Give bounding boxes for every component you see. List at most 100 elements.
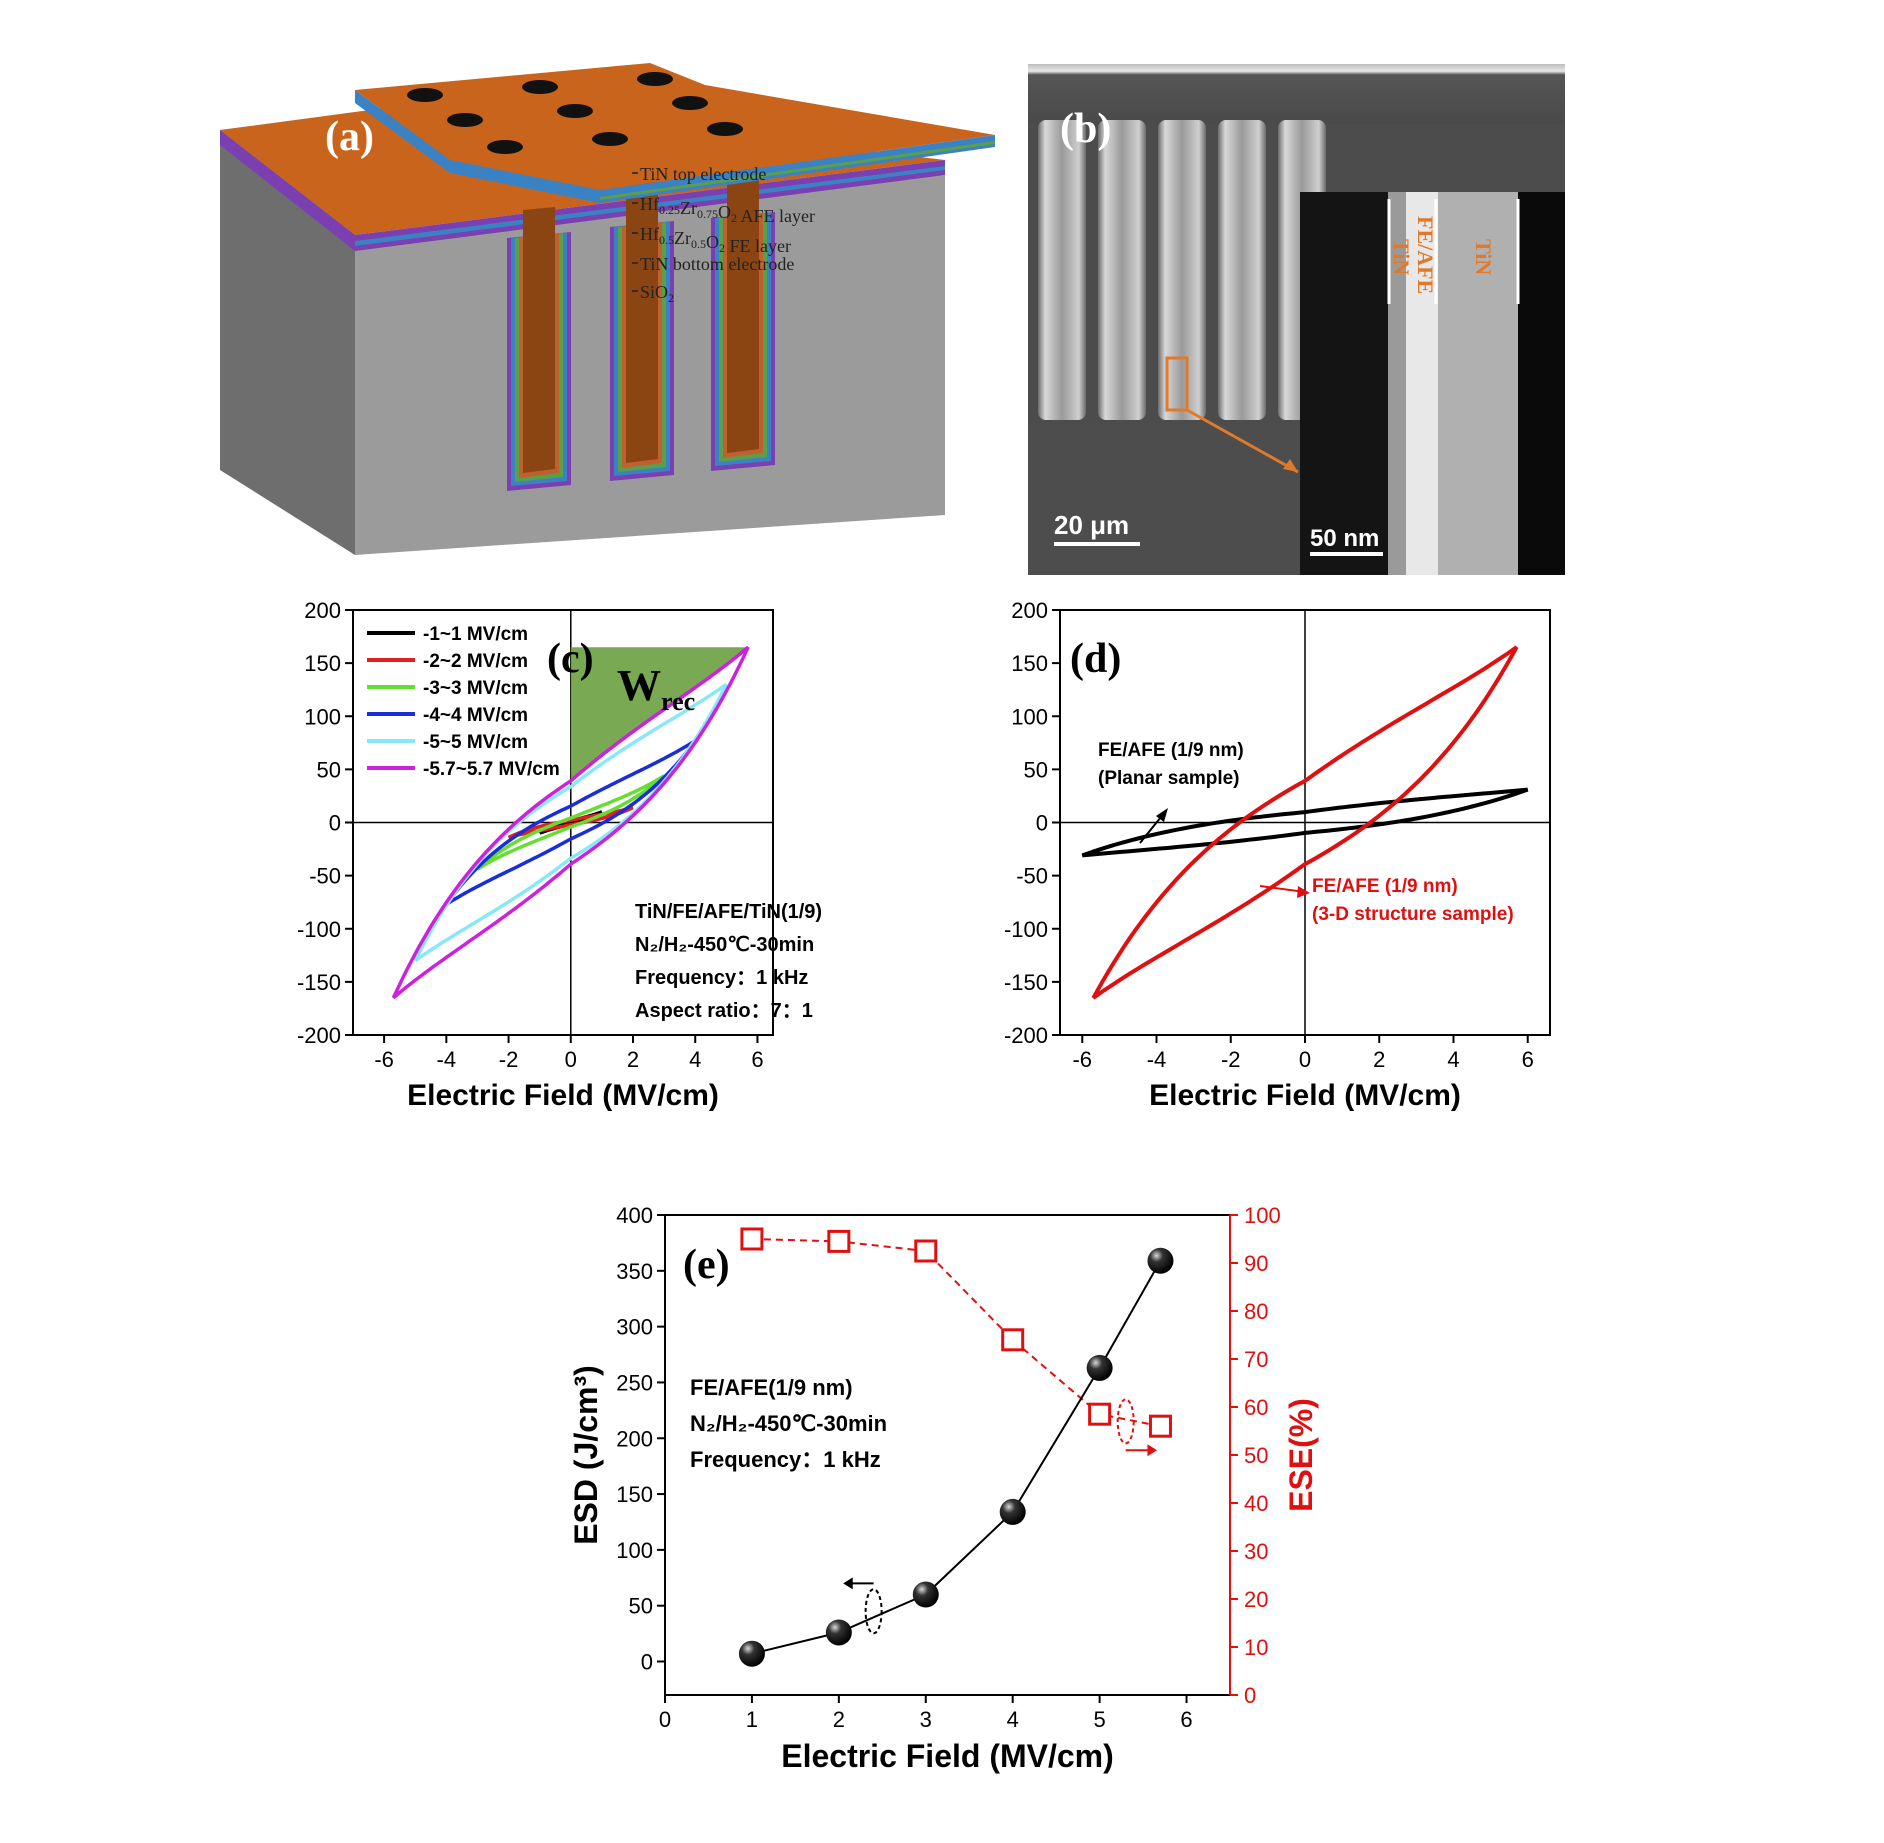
ese-point bbox=[827, 1229, 851, 1253]
esd-axis-arrow-head bbox=[843, 1577, 853, 1590]
y-tick-label: 150 bbox=[616, 1482, 653, 1507]
y-axis-label: ESD (J/cm³) bbox=[568, 1365, 604, 1545]
esd-point bbox=[1086, 1354, 1113, 1381]
info-line-1: N₂/H₂-450℃-30min bbox=[635, 934, 814, 956]
y-tick-label: 250 bbox=[616, 1370, 653, 1395]
chart-d: -6 -4 -2 0 2 4 6 -200 -150 -100 -50 0 50 100 150 200 Ele… bbox=[1004, 598, 1551, 1112]
pe-loop-0 bbox=[1081, 787, 1529, 858]
x-tick-label: 4 bbox=[1007, 1707, 1019, 1732]
y-tick-label: 350 bbox=[616, 1259, 653, 1284]
trench-capacitor-schematic: (a) TiN top electrode Hf0.25Zr0.75O2 AFE … bbox=[220, 63, 995, 555]
y-tick-label: -200 bbox=[297, 1023, 341, 1048]
x-tick-label: 4 bbox=[689, 1047, 701, 1072]
y-tick-label: 50 bbox=[629, 1594, 653, 1619]
highlight-box bbox=[1165, 356, 1189, 412]
legend-label-4: -5~5 MV/cm bbox=[423, 732, 528, 753]
esd-point bbox=[825, 1619, 852, 1646]
y2-tick-label: 50 bbox=[1244, 1443, 1268, 1468]
y-tick-label: -50 bbox=[1016, 864, 1048, 889]
panel-a: (a) TiN top electrode Hf0.25Zr0.75O2 AFE … bbox=[215, 55, 1045, 575]
x-tick-label: 6 bbox=[751, 1047, 763, 1072]
ese-point bbox=[740, 1227, 764, 1251]
layer-legend: TiN top electrode Hf0.25Zr0.75O2 AFE laye… bbox=[632, 164, 815, 305]
threed-arrow bbox=[1259, 885, 1306, 893]
ese-point bbox=[1001, 1328, 1025, 1352]
y2-tick-label: 0 bbox=[1244, 1683, 1256, 1708]
esd-axis-indicator bbox=[864, 1588, 883, 1635]
x-tick-label: 3 bbox=[920, 1707, 932, 1732]
inset-scale-label: 50 nm bbox=[1310, 525, 1379, 552]
planar-annotation-0: FE/AFE (1/9 nm) bbox=[1098, 740, 1244, 761]
layer-label-3: TiN bottom electrode bbox=[640, 254, 794, 274]
y-tick-label: -150 bbox=[297, 970, 341, 995]
panel-b: TiN FE/AFE TiN 50 nm 20 μm (b) bbox=[1028, 64, 1565, 575]
y-tick-label: -200 bbox=[1004, 1023, 1048, 1048]
panel-e: 0 1 2 3 4 5 6 0 50 100 150 200 250 300 350 400 0 10 20 30 40… bbox=[555, 1190, 1335, 1820]
x-tick-label: 0 bbox=[659, 1707, 671, 1732]
top-electrode-slab bbox=[355, 63, 995, 190]
threed-arrow-head bbox=[1297, 886, 1310, 898]
x-tick-label: -2 bbox=[1221, 1047, 1241, 1072]
x-tick-label: 6 bbox=[1180, 1707, 1192, 1732]
legend-label-0: -1~1 MV/cm bbox=[423, 624, 528, 645]
x-tick-label: 2 bbox=[1373, 1047, 1385, 1072]
y2-tick-label: 60 bbox=[1244, 1395, 1268, 1420]
pillar bbox=[1098, 120, 1146, 420]
planar-annotation-1: (Planar sample) bbox=[1098, 768, 1240, 789]
y-tick-label: -50 bbox=[309, 864, 341, 889]
wrec-label: Wrec bbox=[617, 661, 695, 716]
y-tick-label: 0 bbox=[329, 811, 341, 836]
x-tick-label: 1 bbox=[746, 1707, 758, 1732]
y2-tick-label: 10 bbox=[1244, 1635, 1268, 1660]
info-line-2: Frequency：1 kHz bbox=[635, 967, 808, 989]
y-tick-label: 200 bbox=[1011, 598, 1048, 623]
y-tick-label: 150 bbox=[1011, 651, 1048, 676]
panel-b-label: (b) bbox=[1060, 106, 1111, 152]
panel-e-label: (e) bbox=[683, 1242, 730, 1288]
threed-annotation-0: FE/AFE (1/9 nm) bbox=[1312, 876, 1458, 897]
y2-tick-label: 40 bbox=[1244, 1491, 1268, 1516]
x-axis-label: Electric Field (MV/cm) bbox=[781, 1738, 1114, 1774]
inset-label-tin-left: TiN bbox=[1389, 239, 1414, 275]
esd-line bbox=[751, 1260, 1162, 1655]
sem-micrograph: TiN FE/AFE TiN 50 nm 20 μm (b) bbox=[1028, 64, 1565, 575]
x-tick-label: -6 bbox=[1072, 1047, 1092, 1072]
esd-point bbox=[999, 1498, 1026, 1525]
x-tick-label: 0 bbox=[1299, 1047, 1311, 1072]
layer-label-4: SiO2 bbox=[640, 282, 674, 305]
y-tick-label: 100 bbox=[1011, 704, 1048, 729]
ese-point bbox=[1088, 1402, 1112, 1426]
y-tick-label: 100 bbox=[616, 1538, 653, 1563]
x-tick-label: 6 bbox=[1522, 1047, 1534, 1072]
trench-structures bbox=[507, 147, 775, 491]
pillar bbox=[1038, 120, 1086, 420]
y-tick-label: 50 bbox=[1024, 757, 1048, 782]
y2-tick-label: 70 bbox=[1244, 1347, 1268, 1372]
ese-point bbox=[914, 1239, 938, 1263]
y-tick-label: -100 bbox=[1004, 917, 1048, 942]
y2-tick-label: 90 bbox=[1244, 1251, 1268, 1276]
y-tick-label: 0 bbox=[1036, 811, 1048, 836]
chart-e: 0 1 2 3 4 5 6050100150200250300350400010203040… bbox=[568, 1203, 1319, 1774]
zoom-arrow bbox=[1186, 408, 1299, 474]
y2-tick-label: 80 bbox=[1244, 1299, 1268, 1324]
pillar bbox=[1218, 120, 1266, 420]
x-axis-label: Electric Field (MV/cm) bbox=[407, 1079, 719, 1112]
info-line-0: FE/AFE(1/9 nm) bbox=[690, 1375, 853, 1400]
pe-loop-1 bbox=[1091, 645, 1519, 1000]
pillar bbox=[1158, 120, 1206, 420]
x-axis-label: Electric Field (MV/cm) bbox=[1149, 1079, 1461, 1112]
ese-axis-arrow-head bbox=[1147, 1444, 1157, 1457]
x-tick-label: 5 bbox=[1093, 1707, 1105, 1732]
info-line-3: Aspect ratio：7：1 bbox=[635, 1000, 813, 1022]
layer-label-1: Hf0.25Zr0.75O2 AFE layer bbox=[640, 194, 815, 226]
chart-c: -6 -4 -2 0 2 4 6 -200 -150 -100 -50 0 50 100 150 200 Ele… bbox=[297, 598, 822, 1112]
inset-label-fe-afe: FE/AFE bbox=[1413, 216, 1438, 294]
y-tick-label: 0 bbox=[641, 1650, 653, 1675]
scale-bar-label: 20 μm bbox=[1054, 510, 1129, 540]
esd-point bbox=[1147, 1247, 1174, 1274]
substrate-block bbox=[220, 130, 355, 555]
y-tick-label: 200 bbox=[304, 598, 341, 623]
layer-label-0: TiN top electrode bbox=[640, 164, 766, 184]
legend-label-5: -5.7~5.7 MV/cm bbox=[423, 759, 560, 780]
